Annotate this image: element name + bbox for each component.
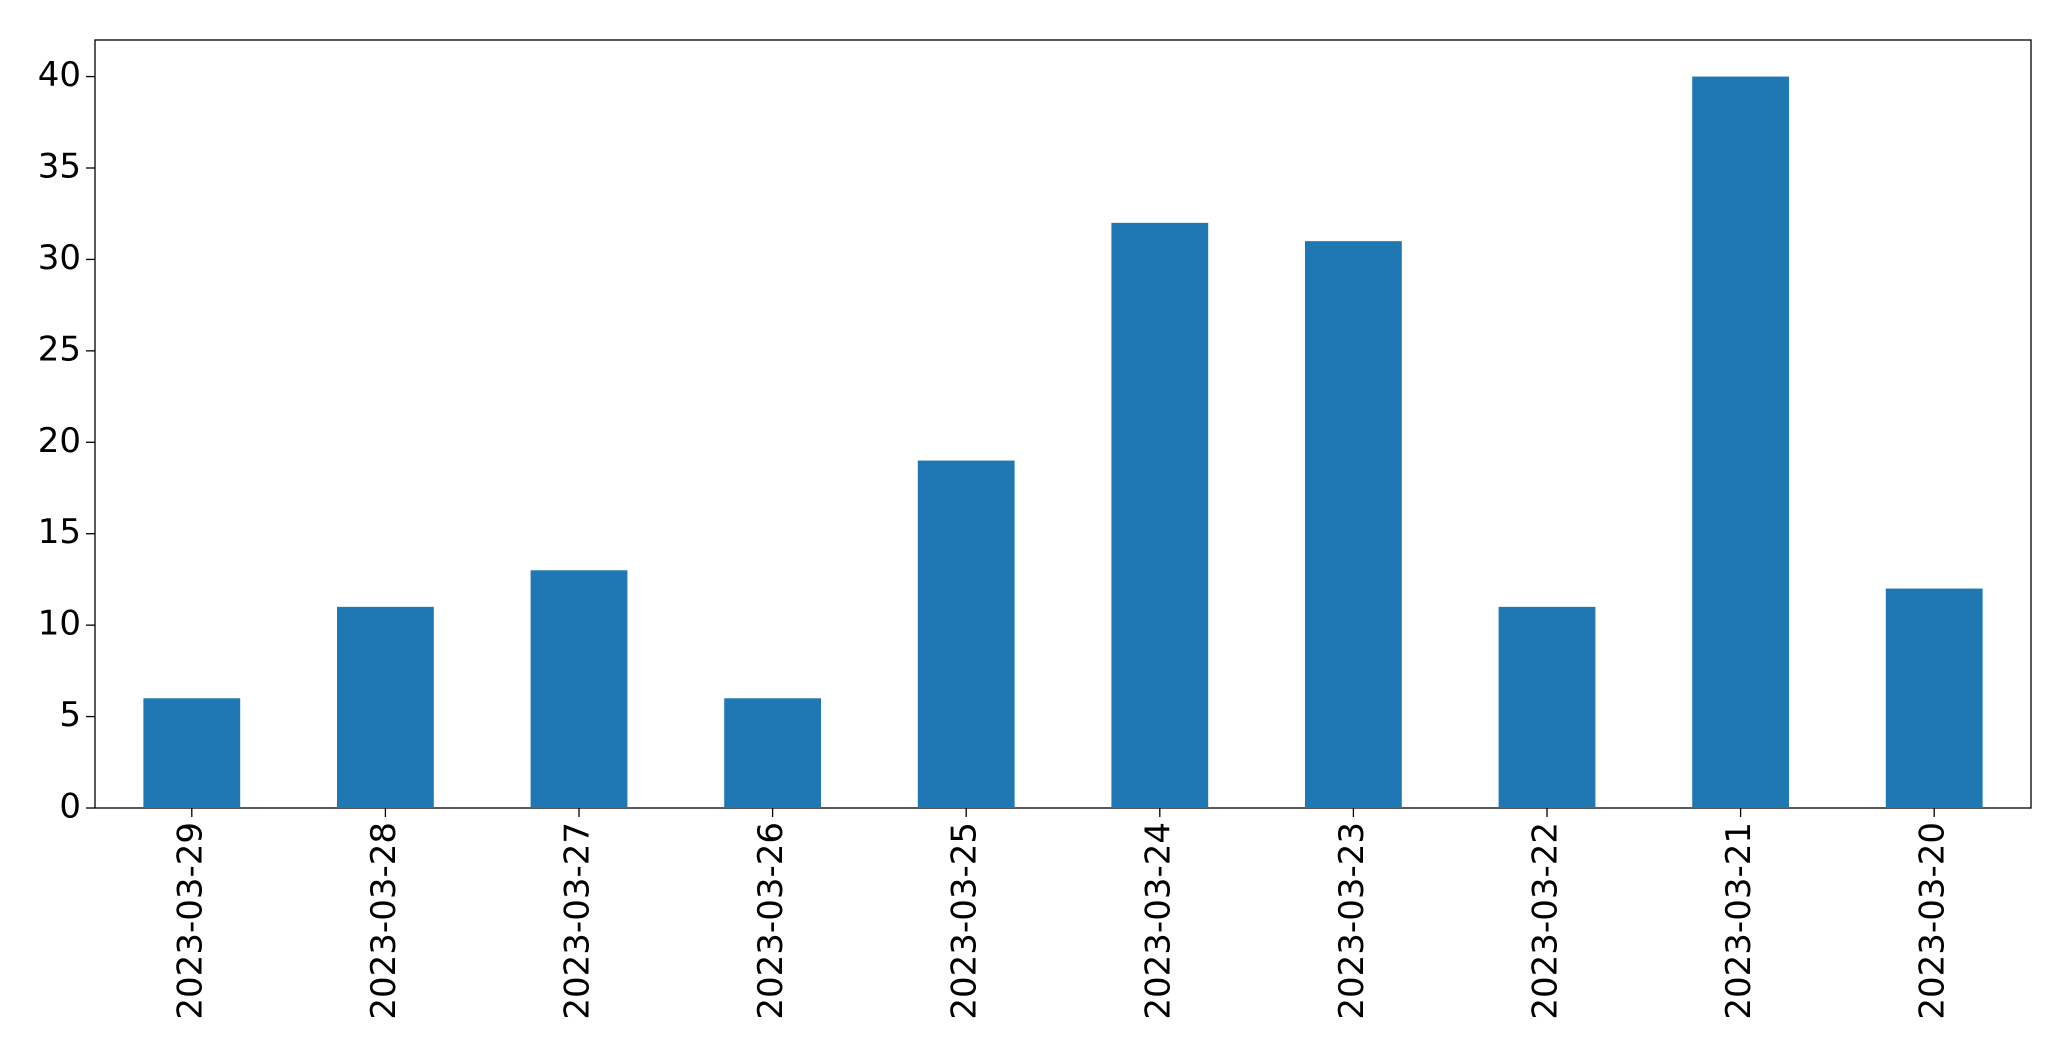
y-tick-label: 10 (38, 604, 81, 644)
plot-frame (94, 39, 2032, 809)
bar (917, 460, 1015, 808)
y-tick-label: 35 (38, 147, 81, 187)
x-tick-label: 2023-03-27 (558, 822, 598, 1020)
bar (1111, 222, 1209, 808)
x-tick-label: 2023-03-22 (1526, 822, 1566, 1020)
x-tick-label: 2023-03-26 (751, 822, 791, 1020)
y-tick-label: 5 (59, 695, 81, 735)
x-tick-label: 2023-03-25 (945, 822, 985, 1020)
x-tick-label: 2023-03-24 (1138, 822, 1178, 1020)
bar (337, 606, 434, 808)
y-tick-label: 25 (38, 329, 81, 369)
bar (724, 698, 821, 808)
x-tick-label: 2023-03-23 (1332, 822, 1372, 1020)
bar (1305, 241, 1402, 809)
y-tick-label: 40 (38, 55, 81, 95)
bar (143, 698, 241, 808)
bar (530, 570, 628, 808)
y-tick-label: 15 (38, 512, 81, 552)
x-tick-label: 2023-03-20 (1913, 822, 1953, 1020)
x-tick-label: 2023-03-28 (364, 822, 404, 1020)
bar (1692, 76, 1789, 809)
x-tick-label: 2023-03-29 (170, 822, 210, 1020)
x-tick-label: 2023-03-21 (1719, 822, 1759, 1020)
y-tick-label: 30 (38, 238, 81, 278)
y-tick-label: 20 (38, 421, 81, 461)
bar (1885, 588, 1983, 808)
bar (1498, 606, 1596, 808)
y-tick-label: 0 (59, 787, 81, 827)
